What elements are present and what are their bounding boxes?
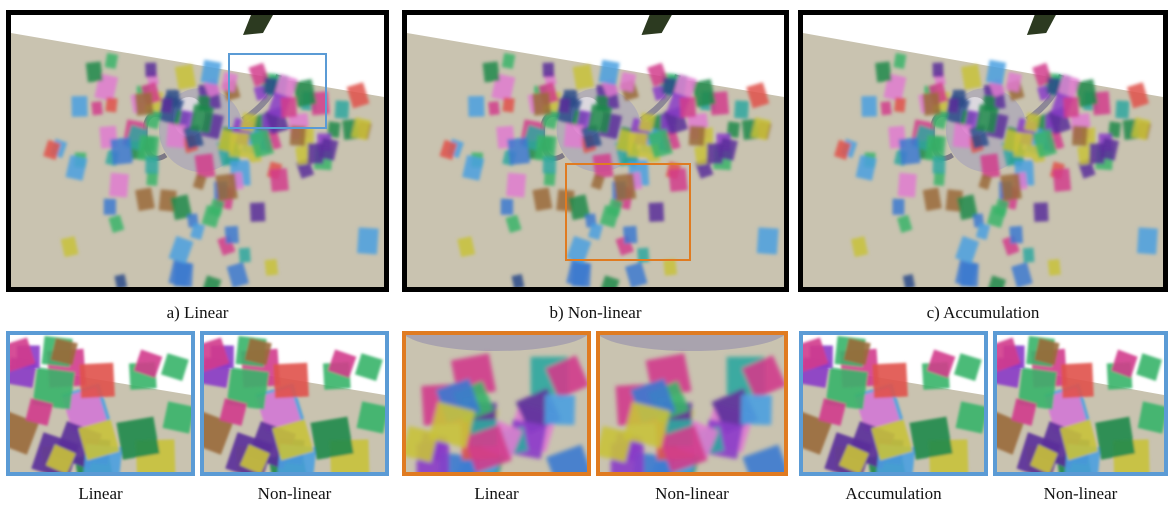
inset-render (997, 335, 1164, 472)
caption-nonlinear: b) Non-linear (549, 303, 642, 322)
inset-render (803, 335, 984, 472)
inset-caption: Accumulation (845, 484, 942, 503)
caption-accumulation: c) Accumulation (926, 303, 1040, 322)
zoom-box-blue (228, 53, 327, 129)
scene-render-accumulation (803, 15, 1163, 287)
main-panel-nonlinear (402, 10, 789, 292)
inset-nonlinear-blue-2 (993, 331, 1168, 476)
inset-render (406, 335, 587, 472)
inset-render (600, 335, 784, 472)
main-panel-accumulation (798, 10, 1168, 292)
inset-accumulation-blue (799, 331, 988, 476)
inset-nonlinear-orange (596, 331, 788, 476)
inset-caption: Linear (78, 484, 123, 503)
scene-render-linear (11, 15, 384, 287)
inset-linear-orange (402, 331, 591, 476)
inset-render (10, 335, 191, 472)
inset-nonlinear-blue (200, 331, 389, 476)
caption-linear: a) Linear (166, 303, 229, 322)
inset-caption: Non-linear (1043, 484, 1118, 503)
zoom-box-orange (565, 163, 691, 261)
inset-caption: Linear (474, 484, 519, 503)
main-panel-linear (6, 10, 389, 292)
inset-caption: Non-linear (257, 484, 332, 503)
inset-linear-blue (6, 331, 195, 476)
inset-render (204, 335, 385, 472)
inset-caption: Non-linear (655, 484, 729, 503)
